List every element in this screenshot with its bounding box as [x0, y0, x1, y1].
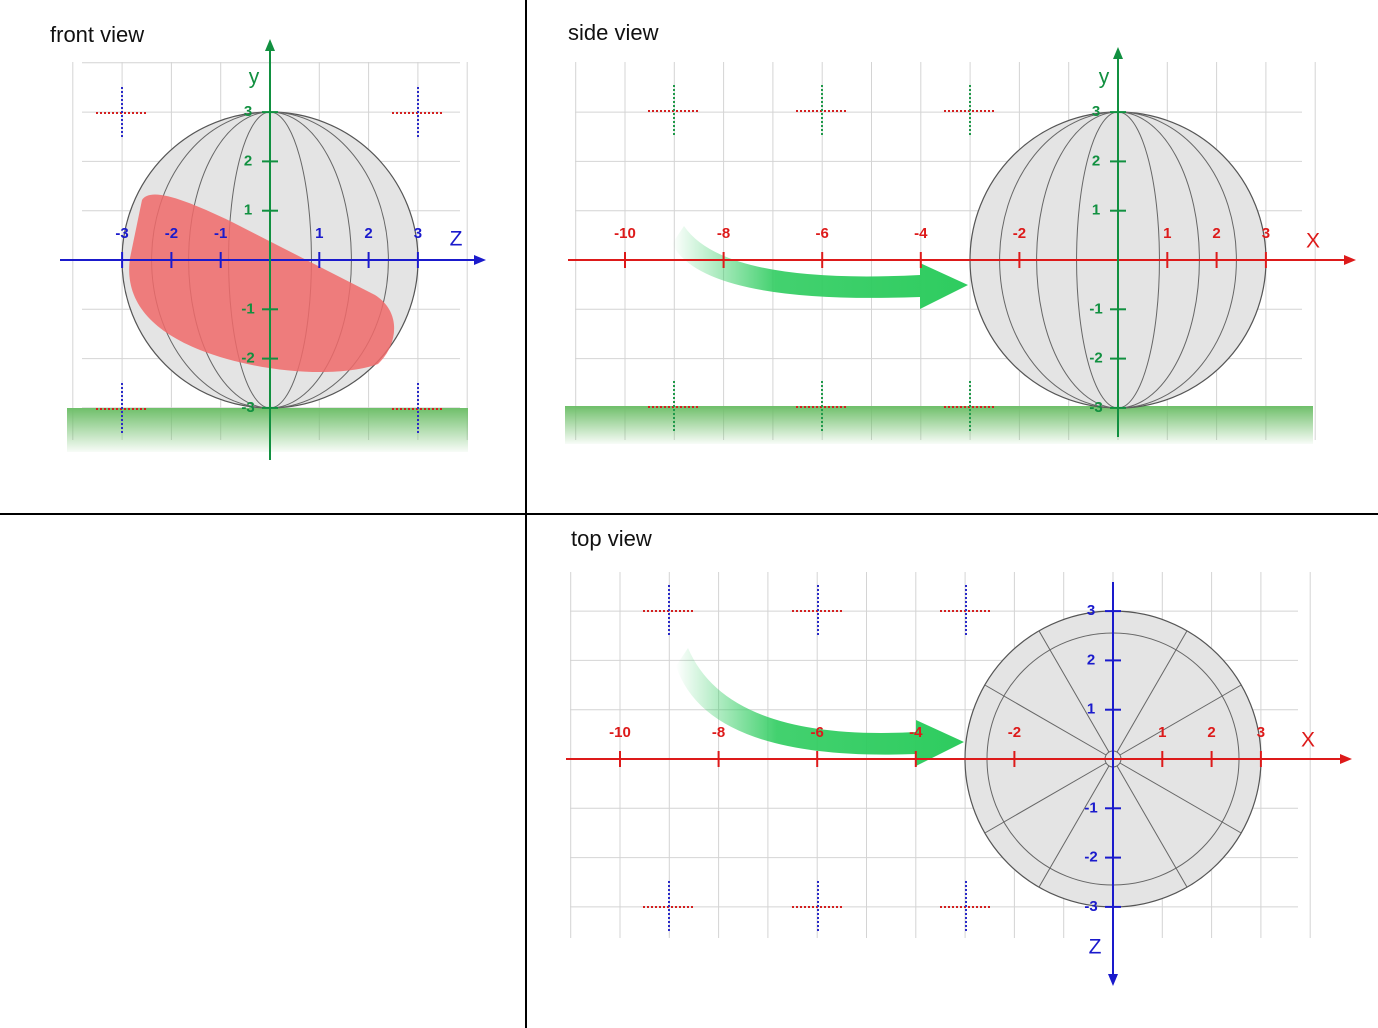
motion-arrow: [676, 648, 964, 766]
meridian: [1038, 630, 1110, 753]
tick-label: 2: [1087, 651, 1095, 668]
tick-label: -3: [1089, 399, 1102, 416]
tick-label: -1: [214, 225, 227, 242]
tick-label: -2: [1084, 849, 1097, 866]
tick-label: -1: [241, 300, 254, 317]
tick-label: 3: [1092, 103, 1100, 120]
tick-label: -6: [816, 225, 829, 242]
tick-label: -2: [1008, 724, 1021, 741]
tick-label: -3: [1084, 898, 1097, 915]
ground: [565, 406, 1313, 444]
tick-label: 1: [1092, 202, 1100, 219]
axis-label: Z: [450, 228, 463, 251]
views: -3 -2 -1 1 2 3 Z -3 -2 -1 1 2 3 y -10 -8 -6 -4 -2 1 2 3 X -3 -2 -…: [60, 39, 1356, 986]
meridian: [1119, 762, 1242, 834]
axis-label: y: [249, 66, 260, 89]
tick-label: -8: [712, 724, 725, 741]
tick-label: 2: [1207, 724, 1215, 741]
tick-label: -8: [717, 225, 730, 242]
view-title: top view: [571, 526, 652, 551]
axis-label: X: [1301, 729, 1315, 752]
tick-label: -1: [1089, 300, 1102, 317]
meridian: [1116, 765, 1188, 888]
axis-label: y: [1099, 66, 1110, 89]
tick-label: 2: [1092, 152, 1100, 169]
tick-label: -4: [914, 225, 928, 242]
tick-label: -10: [614, 225, 636, 242]
tick-label: -6: [811, 724, 824, 741]
axis-arrow: [474, 255, 486, 265]
view-title: side view: [568, 20, 659, 45]
tick-label: 2: [244, 152, 252, 169]
meridian: [984, 762, 1107, 834]
tick-label: -10: [609, 724, 631, 741]
tick-label: -2: [241, 350, 254, 367]
tick-label: 2: [1212, 225, 1220, 242]
tick-label: 3: [1257, 724, 1265, 741]
axis-arrow: [1340, 754, 1352, 764]
tick-label: 1: [1163, 225, 1171, 242]
tick-label: 1: [315, 225, 323, 242]
axis-arrow: [265, 39, 275, 51]
tick-label: -4: [909, 724, 923, 741]
tick-label: 2: [364, 225, 372, 242]
meridian: [1119, 684, 1242, 756]
tick-label: 3: [414, 225, 422, 242]
tick-label: -2: [165, 225, 178, 242]
tick-label: -2: [1013, 225, 1026, 242]
highlight-region: [129, 194, 395, 373]
tick-label: -2: [1089, 350, 1102, 367]
view-title: front view: [50, 22, 144, 47]
tick-label: -1: [1084, 799, 1097, 816]
tick-label: -3: [115, 225, 128, 242]
tick-label: 3: [244, 103, 252, 120]
axis-arrow: [1108, 974, 1118, 986]
tick-label: 1: [1158, 724, 1166, 741]
tick-label: 1: [244, 202, 252, 219]
axis-label: X: [1306, 230, 1320, 253]
ground: [67, 408, 468, 452]
tick-label: 1: [1087, 701, 1095, 718]
motion-arrow: [672, 226, 968, 309]
axis-label: Z: [1089, 936, 1102, 959]
meridian: [1038, 765, 1110, 888]
axis-arrow: [1344, 255, 1356, 265]
tick-label: 3: [1087, 602, 1095, 619]
tick-label: 3: [1262, 225, 1270, 242]
axis-arrow: [1113, 47, 1123, 59]
meridian: [1116, 630, 1188, 753]
tick-label: -3: [241, 399, 254, 416]
meridian: [984, 684, 1107, 756]
